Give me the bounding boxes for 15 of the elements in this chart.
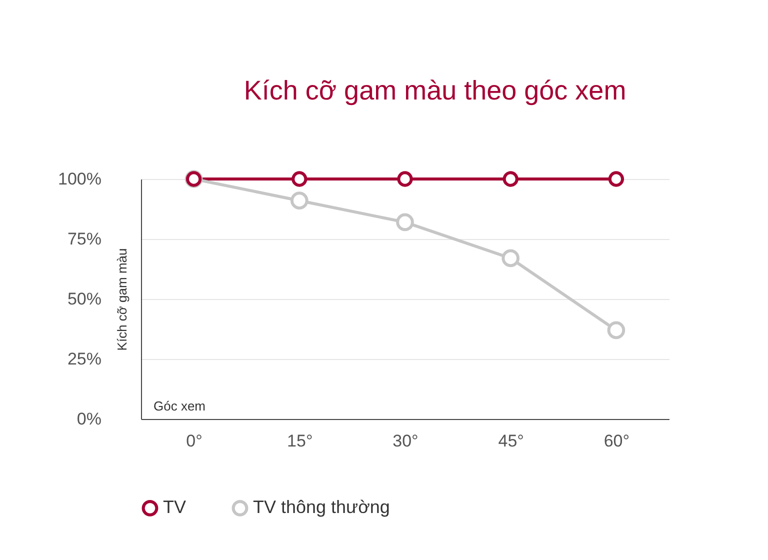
chart-title: Kích cỡ gam màu theo góc xem <box>244 76 626 106</box>
x-tick-label: 0° <box>186 432 202 450</box>
legend-label: TV <box>163 497 186 518</box>
y-axis-title: Kích cỡ gam màu <box>114 248 130 351</box>
y-tick-label: 100% <box>58 170 102 188</box>
x-tick-label: 60° <box>604 432 630 450</box>
x-tick-label: 45° <box>498 432 524 450</box>
y-tick-label: 50% <box>67 290 102 308</box>
legend-label: TV thông thường <box>253 497 390 518</box>
y-tick-label: 0% <box>76 410 102 428</box>
y-tick-label: 25% <box>67 350 102 368</box>
x-tick-label: 15° <box>287 432 313 450</box>
x-tick-label: 30° <box>392 432 418 450</box>
x-axis-title: Góc xem <box>154 398 206 414</box>
y-tick-label: 75% <box>67 230 102 248</box>
